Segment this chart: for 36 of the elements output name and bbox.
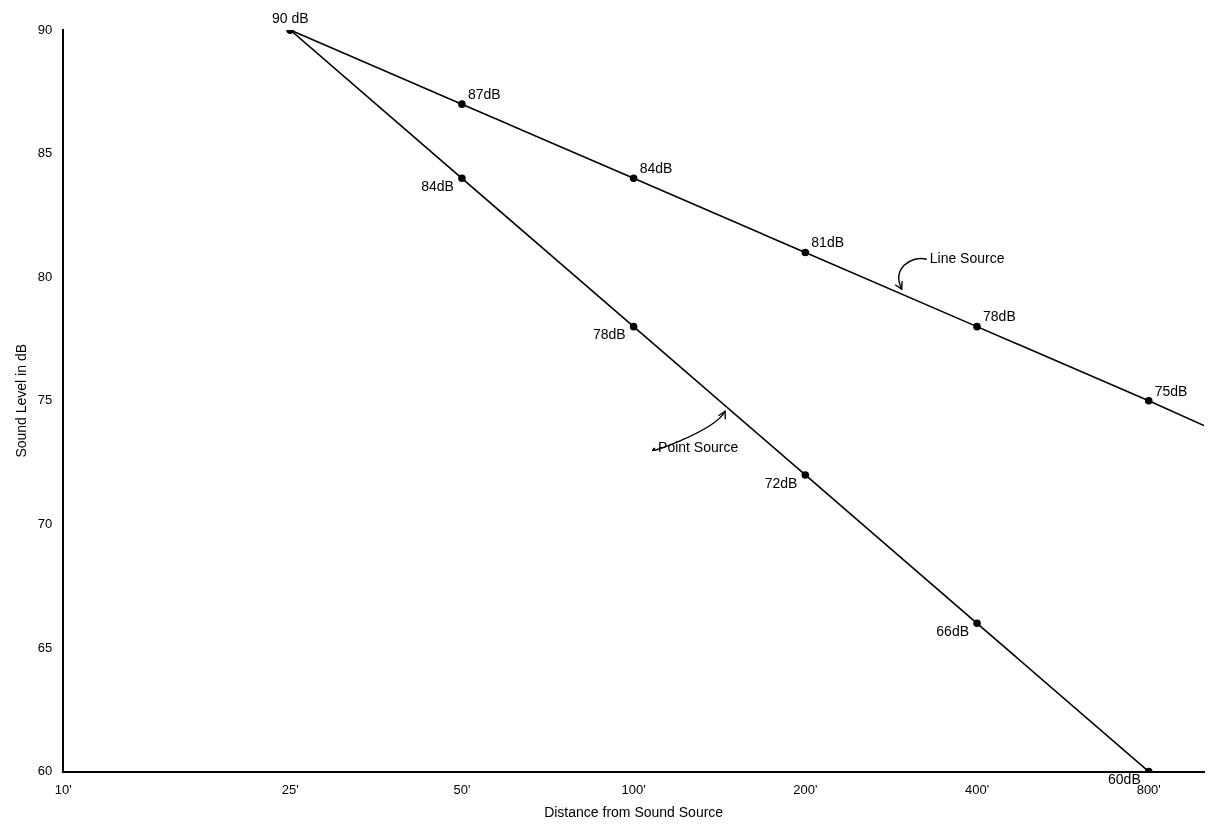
- x-tick-label: 200': [793, 781, 818, 797]
- x-tick-label: 50': [453, 781, 471, 797]
- data-label: 90 dB: [271, 9, 309, 26]
- x-tick-label: 400': [964, 781, 990, 797]
- point: [458, 100, 466, 108]
- data-label: 81dB: [811, 234, 845, 251]
- data-label: 84dB: [639, 160, 673, 177]
- x-tick-label: 100': [621, 781, 646, 797]
- data-label: 78dB: [983, 308, 1016, 325]
- y-tick-label: 75: [37, 392, 53, 408]
- point: [458, 174, 466, 183]
- data-label: 84dB: [421, 178, 454, 195]
- data-label: 78dB: [592, 326, 626, 343]
- y-tick-label: 80: [37, 268, 53, 284]
- y-tick-label: 85: [37, 145, 53, 161]
- x-axis-title: Distance from Sound Source: [544, 804, 724, 821]
- data-label: 72dB: [764, 474, 798, 491]
- point: [629, 322, 638, 331]
- point: [629, 174, 638, 183]
- y-tick-label: 70: [37, 515, 53, 531]
- x-tick-label: 10': [54, 781, 72, 797]
- text: Line Source: [929, 250, 1005, 267]
- series-label: Point Source: [658, 439, 739, 456]
- data-label: 87dB: [467, 86, 501, 103]
- point: [1144, 397, 1153, 405]
- point: [973, 322, 981, 331]
- data-label: 66dB: [936, 623, 970, 640]
- x-tick-label: 25': [281, 781, 299, 797]
- data-label: 75dB: [1154, 382, 1188, 399]
- y-tick-label: 65: [37, 639, 53, 655]
- y-axis-title: Sound Level in dB: [13, 343, 30, 458]
- point: [973, 619, 981, 628]
- point: [801, 471, 810, 479]
- y-tick-label: 60: [37, 763, 53, 779]
- point: [801, 248, 810, 257]
- y-tick-label: 90: [37, 21, 53, 37]
